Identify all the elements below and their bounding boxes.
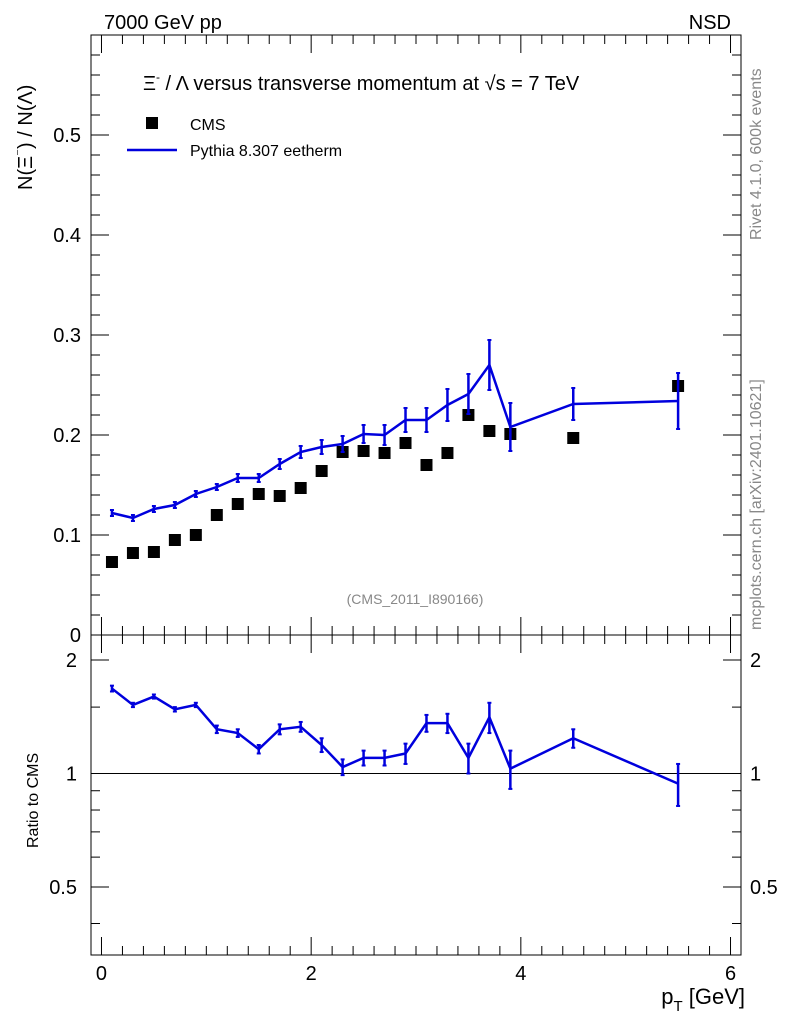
main-y-tick-label: 0 [70, 625, 81, 647]
x-tick-label: 2 [306, 963, 317, 985]
main-data-layer [105, 380, 685, 568]
cms-data-point [357, 445, 370, 457]
ratio-y-tick-label: 0.5 [49, 877, 77, 899]
main-y-label: N(Ξ⁻) / N(Λ) [12, 85, 37, 190]
title-minus: - [156, 70, 160, 84]
legend-cms-label: CMS [190, 117, 226, 134]
ratio-y-ticks: 0.5 0.5 1 1 2 2 [49, 650, 778, 925]
title-xi: Ξ [143, 73, 156, 95]
title-root: √ [485, 73, 496, 95]
cms-data-point [189, 529, 202, 541]
cms-data-point [168, 534, 181, 546]
ratio-x-ticks: 0 2 4 6 [96, 635, 736, 985]
mc-series-line [111, 362, 679, 520]
legend: CMS Pythia 8.307 eetherm [127, 117, 342, 160]
ratio-y-label: Ratio to CMS [25, 753, 42, 848]
ratio-y-tick-label: 1 [66, 763, 77, 785]
ratio-y-tick-label-right: 0.5 [750, 877, 778, 899]
x-tick-label: 6 [725, 963, 736, 985]
cms-data-point [231, 498, 244, 510]
mcplots-label: mcplots.cern.ch [arXiv:2401.10621] [748, 379, 765, 630]
cms-data-point [126, 547, 139, 559]
ratio-y-tick-label-right: 2 [750, 650, 761, 672]
analysis-watermark: (CMS_2011_I890166) [347, 591, 484, 607]
rivet-label: Rivet 4.1.0, 600k events [748, 68, 765, 240]
main-y-tick-label: 0.1 [53, 525, 81, 547]
main-plot-frame [90, 34, 742, 636]
ratio-plot-frame [90, 634, 742, 956]
x-tick-label: 0 [96, 963, 107, 985]
x-axis-label: pT [GeV] [661, 984, 745, 1015]
cms-data-point [294, 482, 307, 494]
title-s: s = 7 TeV [496, 73, 580, 95]
title-rest: / Λ versus transverse momentum at [160, 73, 485, 95]
legend-cms-marker [146, 117, 158, 129]
ratio-series-line [111, 687, 679, 785]
ratio-y-tick-label: 2 [66, 650, 77, 672]
cms-data-point [567, 432, 580, 444]
plot-title: Ξ- / Λ versus transverse momentum at √s … [143, 70, 580, 95]
ratio-mc-layer [109, 684, 681, 807]
cms-data-point [273, 490, 286, 502]
cms-data-point [399, 437, 412, 449]
legend-mc-label: Pythia 8.307 eetherm [190, 143, 342, 160]
cms-data-point [252, 488, 265, 500]
cms-data-point [210, 509, 223, 521]
cms-data-point [105, 556, 118, 568]
main-y-tick-label: 0.3 [53, 325, 81, 347]
cms-data-point [441, 447, 454, 459]
header-right: NSD [689, 12, 731, 34]
cms-data-point [147, 546, 160, 558]
cms-data-point [315, 465, 328, 477]
cms-data-point [483, 425, 496, 437]
main-mc-layer [109, 339, 681, 522]
ratio-y-tick-label-right: 1 [750, 763, 761, 785]
x-tick-label: 4 [515, 963, 526, 985]
main-y-tick-label: 0.2 [53, 425, 81, 447]
header-left: 7000 GeV pp [104, 12, 222, 34]
main-y-tick-label: 0.5 [53, 125, 81, 147]
cms-data-point [378, 447, 391, 459]
main-x-ticks [100, 35, 732, 635]
cms-data-point [420, 459, 433, 471]
main-y-tick-label: 0.4 [53, 225, 81, 247]
main-y-ticks: 0 0.1 0.2 0.3 0.4 0.5 [53, 54, 741, 647]
